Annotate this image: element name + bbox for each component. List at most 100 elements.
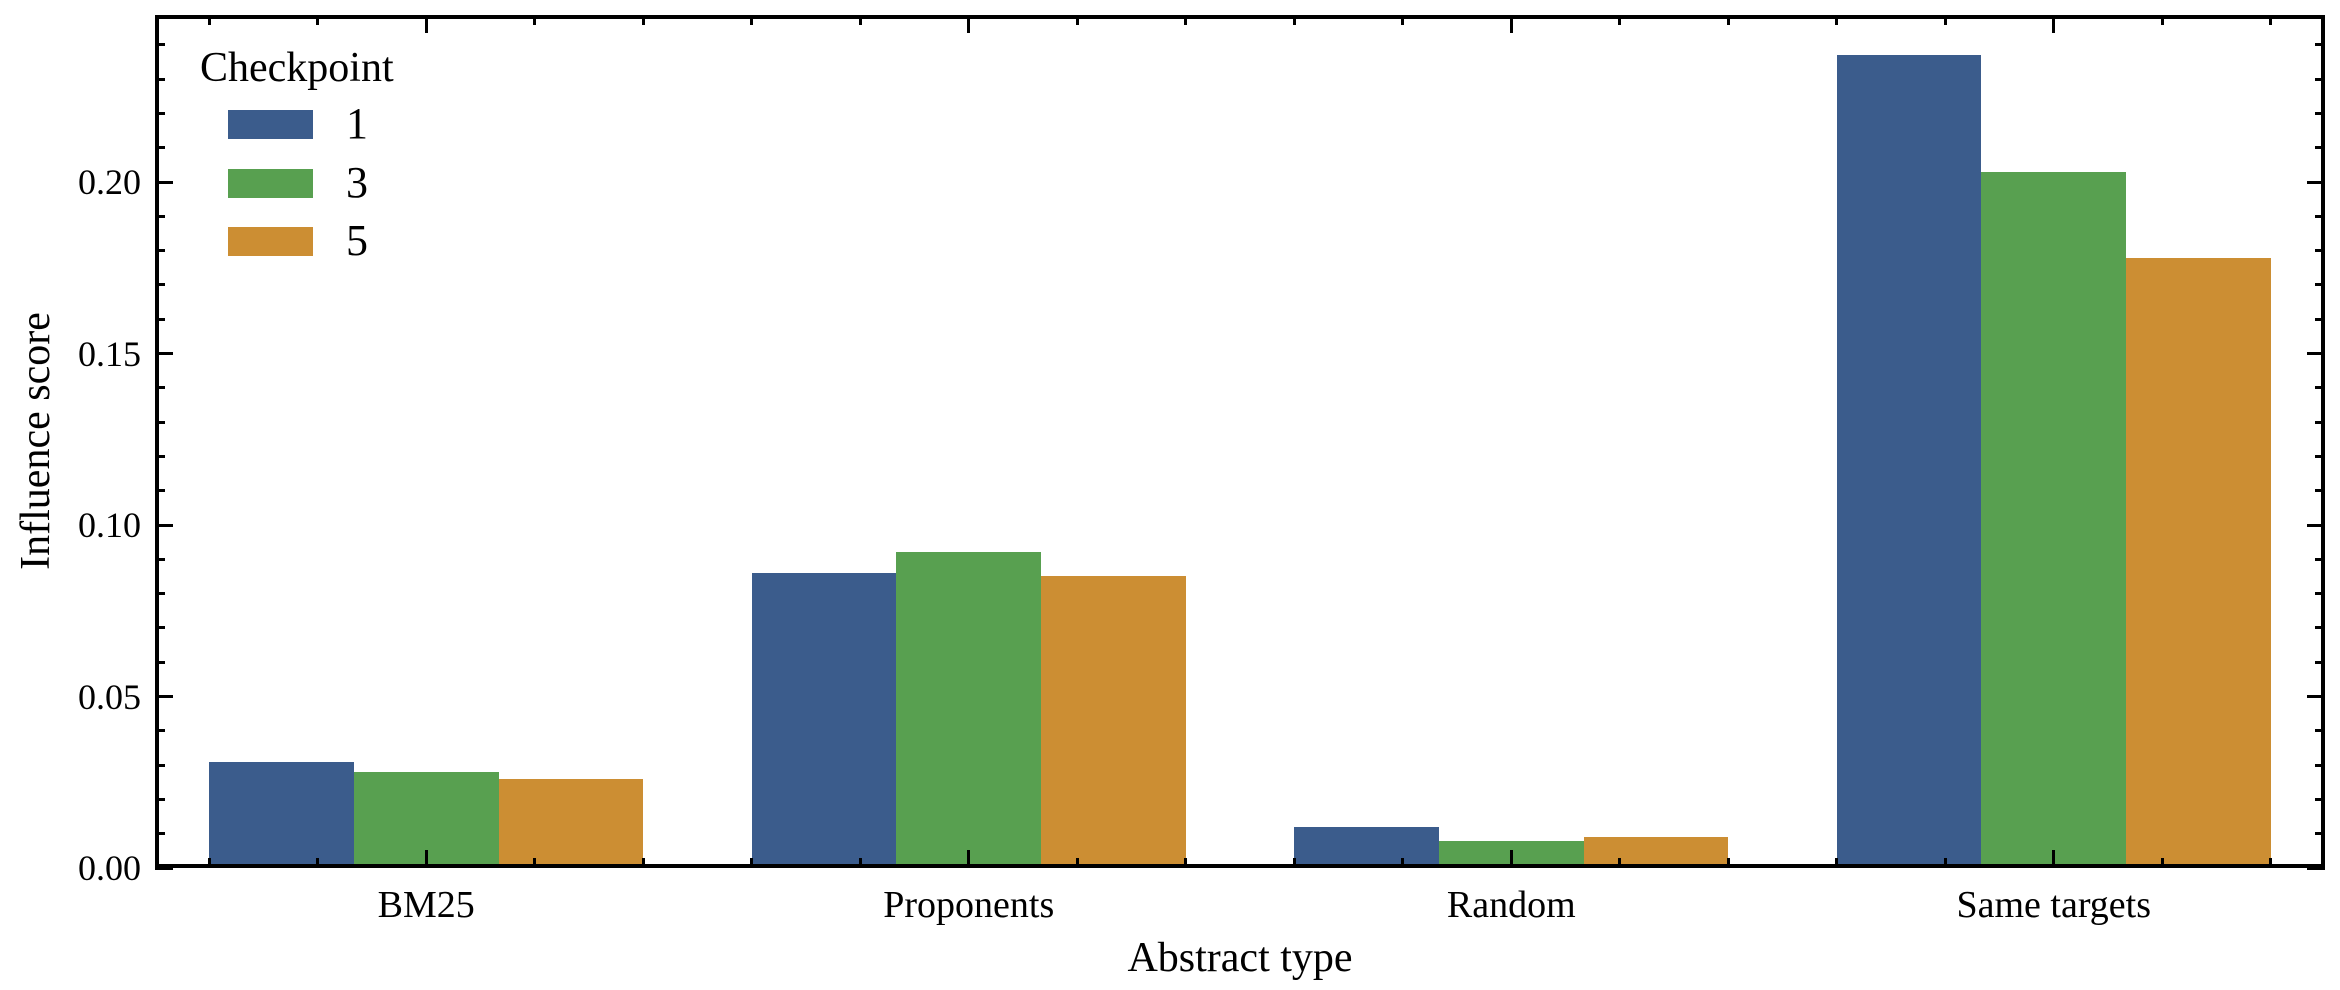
x-minor-tick-bottom xyxy=(750,858,754,868)
y-minor-tick-left xyxy=(155,317,165,321)
x-minor-tick-top xyxy=(641,15,645,25)
x-minor-tick-top xyxy=(207,15,211,25)
x-minor-tick-top xyxy=(1835,15,1839,25)
x-major-tick-top xyxy=(2052,15,2056,33)
legend-label-checkpoint-5: 5 xyxy=(346,216,368,265)
y-minor-tick-left xyxy=(155,454,165,458)
y-minor-tick-left xyxy=(155,832,165,836)
y-minor-tick-right xyxy=(2315,283,2325,287)
y-minor-tick-right xyxy=(2315,592,2325,596)
x-minor-tick-bottom xyxy=(1726,858,1730,868)
x-minor-tick-top xyxy=(1618,15,1622,25)
y-minor-tick-left xyxy=(155,763,165,767)
y-minor-tick-left xyxy=(155,797,165,801)
bar-random-checkpoint-5 xyxy=(1583,837,1729,868)
y-tick-label: 0.05 xyxy=(78,676,141,717)
x-minor-tick-top xyxy=(1726,15,1730,25)
y-minor-tick-left xyxy=(155,146,165,150)
x-major-tick-bottom xyxy=(2052,850,2056,868)
y-major-tick-right xyxy=(2307,180,2325,184)
y-minor-tick-right xyxy=(2315,317,2325,321)
y-minor-tick-left xyxy=(155,77,165,81)
y-minor-tick-left xyxy=(155,386,165,390)
x-minor-tick-top xyxy=(316,15,320,25)
x-major-tick-bottom xyxy=(1509,850,1513,868)
y-major-tick-right xyxy=(2307,866,2325,870)
y-minor-tick-right xyxy=(2315,729,2325,733)
y-minor-tick-right xyxy=(2315,832,2325,836)
x-major-tick-top xyxy=(1509,15,1513,33)
x-minor-tick-bottom xyxy=(1075,858,1079,868)
y-minor-tick-right xyxy=(2315,249,2325,253)
y-minor-tick-right xyxy=(2315,763,2325,767)
x-axis-label: Abstract type xyxy=(1127,935,1353,981)
y-tick-label: 0.00 xyxy=(78,848,141,888)
y-major-tick-left xyxy=(155,352,173,356)
y-minor-tick-right xyxy=(2315,386,2325,390)
bar-same-targets-checkpoint-1 xyxy=(1836,55,1982,868)
x-tick-label-same-targets: Same targets xyxy=(1956,884,2152,926)
x-minor-tick-top xyxy=(750,15,754,25)
legend-label-checkpoint-1: 1 xyxy=(346,99,368,148)
y-minor-tick-right xyxy=(2315,420,2325,424)
x-minor-tick-bottom xyxy=(207,858,211,868)
y-minor-tick-left xyxy=(155,283,165,287)
y-minor-tick-left xyxy=(155,729,165,733)
bar-random-checkpoint-1 xyxy=(1294,826,1439,868)
y-minor-tick-right xyxy=(2315,660,2325,664)
x-minor-tick-bottom xyxy=(2269,858,2273,868)
bar-bm25-checkpoint-5 xyxy=(498,778,644,868)
bottom-spine xyxy=(155,864,2325,868)
legend-swatch-checkpoint-5 xyxy=(228,227,313,256)
x-minor-tick-bottom xyxy=(1943,858,1947,868)
y-minor-tick-right xyxy=(2315,111,2325,115)
y-minor-tick-right xyxy=(2315,489,2325,493)
x-minor-tick-top xyxy=(858,15,862,25)
y-minor-tick-left xyxy=(155,420,165,424)
x-minor-tick-bottom xyxy=(1292,858,1296,868)
right-spine xyxy=(2321,15,2325,868)
y-major-tick-left xyxy=(155,180,173,184)
x-minor-tick-top xyxy=(1184,15,1188,25)
y-minor-tick-left xyxy=(155,111,165,115)
plot-area xyxy=(155,15,2325,870)
y-minor-tick-left xyxy=(155,489,165,493)
y-minor-tick-right xyxy=(2315,797,2325,801)
bar-proponents-checkpoint-5 xyxy=(1041,576,1186,868)
y-tick-label: 0.15 xyxy=(78,333,141,374)
y-tick-label: 0.10 xyxy=(78,505,141,546)
x-minor-tick-top xyxy=(533,15,537,25)
y-major-tick-right xyxy=(2307,695,2325,698)
y-minor-tick-left xyxy=(155,557,165,561)
bar-bm25-checkpoint-1 xyxy=(209,761,354,868)
bar-proponents-checkpoint-3 xyxy=(896,552,1042,868)
x-major-tick-bottom xyxy=(967,850,971,868)
y-major-tick-right xyxy=(2307,523,2325,527)
x-minor-tick-bottom xyxy=(1184,858,1188,868)
x-minor-tick-bottom xyxy=(641,858,645,868)
x-tick-label-bm25: BM25 xyxy=(377,884,475,926)
legend-label-checkpoint-3: 3 xyxy=(346,157,368,207)
y-minor-tick-right xyxy=(2315,626,2325,630)
x-minor-tick-bottom xyxy=(316,858,320,868)
y-minor-tick-left xyxy=(155,43,165,47)
x-minor-tick-bottom xyxy=(1618,858,1622,868)
y-minor-tick-right xyxy=(2315,43,2325,47)
bar-same-targets-checkpoint-5 xyxy=(2126,257,2271,868)
x-minor-tick-bottom xyxy=(533,858,537,868)
x-minor-tick-top xyxy=(2160,15,2164,25)
x-minor-tick-bottom xyxy=(858,858,862,868)
y-tick-label: 0.20 xyxy=(78,162,141,203)
y-minor-tick-left xyxy=(155,660,165,664)
y-major-tick-left xyxy=(155,695,173,698)
x-major-tick-top xyxy=(967,15,971,33)
y-minor-tick-left xyxy=(155,592,165,596)
x-tick-label-proponents: Proponents xyxy=(883,884,1055,926)
legend-title: Checkpoint xyxy=(200,45,394,91)
y-minor-tick-right xyxy=(2315,146,2325,150)
y-minor-tick-right xyxy=(2315,214,2325,218)
x-tick-label-random: Random xyxy=(1446,884,1576,926)
x-major-tick-bottom xyxy=(424,850,428,868)
y-minor-tick-right xyxy=(2315,454,2325,458)
x-major-tick-top xyxy=(424,15,428,33)
